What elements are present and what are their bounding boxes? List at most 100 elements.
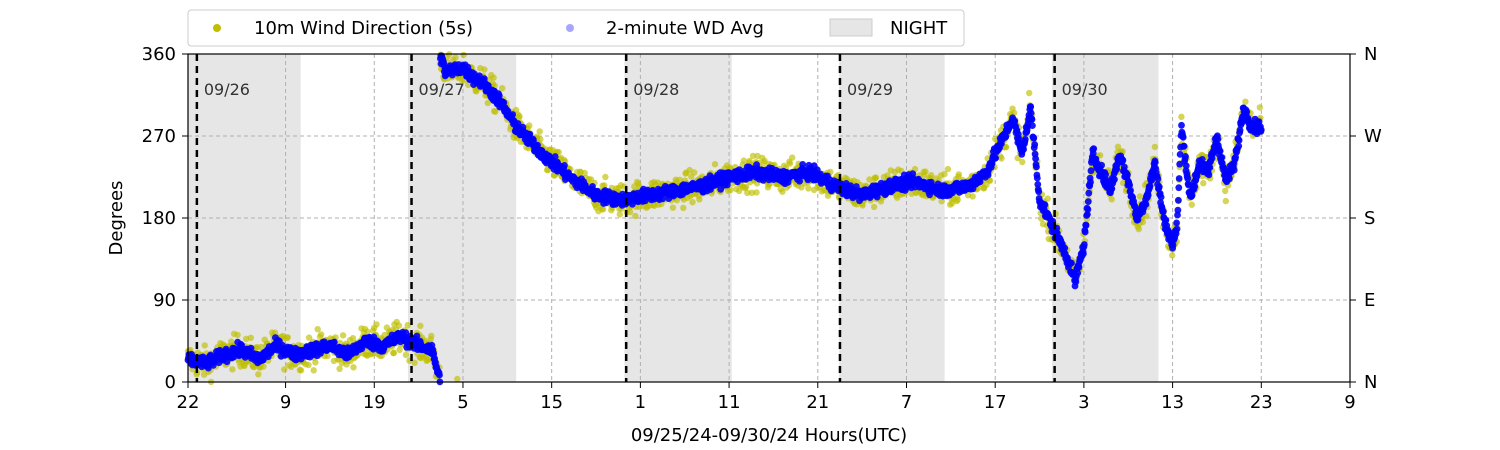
x-tick-label-10: 3 [1078,392,1089,413]
wind-direction-point [350,364,357,371]
wd-avg-point [331,338,338,346]
wd-avg-point [1061,244,1069,252]
wd-avg-point [1075,263,1083,271]
wind-direction-point [234,331,241,339]
wind-direction-point [955,171,963,178]
wd-avg-point [1085,189,1093,197]
wind-direction-point [297,367,305,374]
wind-direction-point [260,363,267,370]
wind-direction-point [499,85,506,92]
wd-avg-point [1214,135,1222,143]
wind-direction-point [454,375,461,383]
wind-direction-point [390,349,397,357]
wind-direction-point [954,196,961,203]
wind-direction-point [627,208,634,216]
wind-direction-point [258,343,265,351]
wd-avg-point [1119,156,1127,164]
wind-direction-point [1108,196,1115,203]
wd-avg-point [1029,122,1036,129]
wind-direction-point [318,331,325,338]
wd-avg-point [1032,155,1039,163]
wd-avg-point [1102,171,1109,179]
x-tick-label-0: 22 [177,392,200,413]
x-tick-label-8: 7 [901,392,912,413]
wind-direction-point [1242,98,1249,105]
wd-avg-point [1176,151,1184,158]
wd-avg-point [1127,187,1134,195]
x-tick-label-1: 9 [280,392,291,413]
wd-avg-point [1084,211,1091,218]
wd-avg-point [796,177,803,185]
wd-avg-point [1090,145,1098,153]
wd-avg-point [1184,175,1192,183]
wd-avg-point [1155,183,1163,191]
wind-direction-point [1169,252,1176,259]
wind-direction-point [727,186,734,194]
wd-avg-point [1084,198,1092,206]
y-tick-label-right-1: E [1364,290,1375,311]
wd-avg-point [1111,176,1118,183]
legend-box [187,9,965,47]
wd-avg-point [247,344,255,352]
wind-direction-point [748,189,756,196]
wd-avg-point [1020,146,1027,153]
wd-avg-point [1230,166,1238,174]
wind-direction-point [1188,201,1196,208]
grid-lines [188,54,1350,382]
x-tick-label-6: 11 [718,392,741,413]
wind-direction-point [870,203,878,211]
wind-direction-point [928,172,935,179]
wind-direction-point [201,342,208,349]
wind-direction-point [396,346,403,353]
wd-avg-point [1236,126,1244,134]
wind-direction-point [271,329,279,336]
wd-avg-point [561,162,568,169]
wd-avg-point [1027,109,1035,117]
wind-direction-point [324,352,331,359]
wind-direction-point [680,204,687,212]
wind-direction-point [1002,144,1010,151]
wd-avg-point [1169,241,1177,249]
day-marker-label-4: 09/30 [1062,80,1108,99]
wd-avg-point [1173,225,1181,233]
wind-direction-point [805,185,812,192]
wd-avg-point [1175,196,1182,204]
wind-direction-point [602,173,609,181]
wind-direction-point [428,332,435,340]
y-tick-label-left-2: 180 [142,208,176,229]
wind-direction-point [526,122,533,129]
wind-direction-point [516,113,523,120]
wd-avg-point [1182,162,1190,170]
y-tick-label-right-3: W [1364,126,1382,147]
wind-direction-point [373,321,380,328]
wd-avg-point [1081,228,1089,236]
day-marker-label-3: 09/29 [847,80,893,99]
wd-avg-point [1033,163,1040,171]
day-marker-label-2: 09/28 [633,80,679,99]
wind-direction-point [490,74,497,81]
wind-direction-point [460,51,467,59]
legend-label-wind-direction: 10m Wind Direction (5s) [254,18,473,39]
wd-avg-point [1072,278,1080,286]
x-tick-label-3: 5 [457,392,468,413]
wind-direction-point [1019,158,1026,166]
wd-avg-point [1154,175,1162,183]
wd-avg-point [1173,219,1180,227]
wind-direction-point [1151,143,1159,151]
day-marker-label-0: 09/26 [204,80,250,99]
wd-avg-point [1235,136,1243,144]
wd-avg-point [1084,206,1092,213]
wind-direction-point [1256,104,1264,111]
wd-avg-point [1188,191,1196,199]
wd-avg-point [1220,164,1228,172]
y-tick-label-left-3: 270 [142,126,176,147]
wd-avg-point [1030,134,1038,142]
wd-avg-point [799,161,807,168]
wind-direction-point [1136,193,1144,200]
wd-avg-point [1179,133,1187,141]
wind-direction-point [779,188,786,195]
x-tick-label-9: 17 [984,392,1007,413]
wind-direction-point [944,165,952,173]
wd-avg-point [1002,133,1010,141]
